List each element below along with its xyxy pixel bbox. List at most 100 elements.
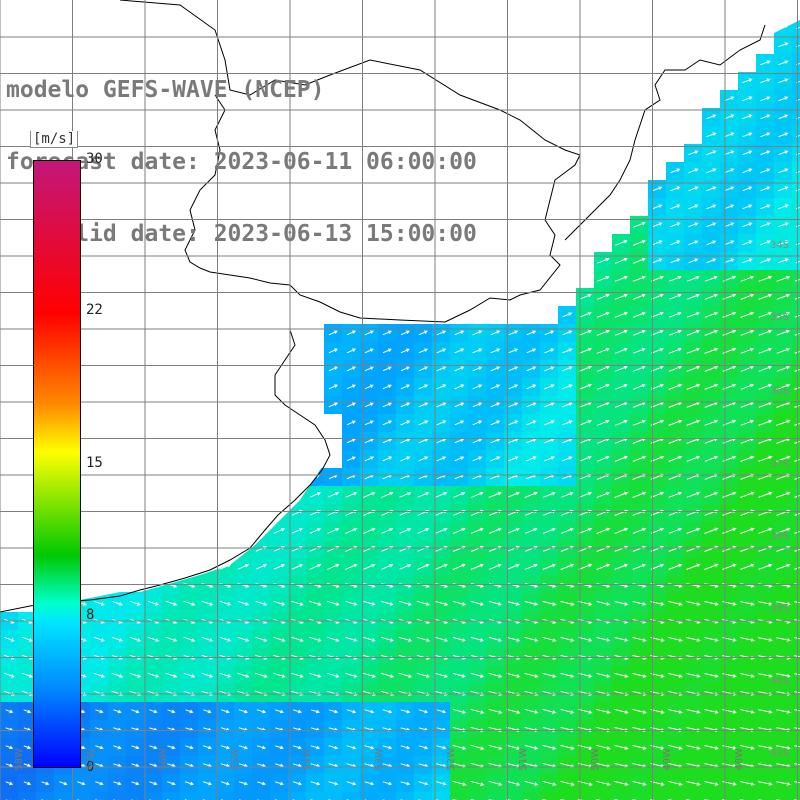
wind-arrow [23, 763, 32, 768]
wind-arrow [129, 636, 142, 642]
wind-arrow [309, 492, 321, 498]
wind-arrow [740, 781, 755, 786]
wind-arrow [452, 744, 467, 750]
wind-arrow [363, 636, 376, 642]
wind-arrow [561, 491, 574, 498]
wind-arrow [346, 420, 356, 426]
wind-arrow [452, 563, 466, 570]
wind-arrow [327, 527, 340, 534]
wind-arrow [77, 781, 86, 786]
wind-arrow [686, 419, 701, 426]
wind-arrow [776, 311, 791, 318]
wind-arrow [760, 114, 771, 120]
wind-arrow [364, 402, 374, 408]
wind-arrow [579, 419, 592, 426]
wind-arrow [776, 383, 791, 390]
wind-arrow [381, 527, 394, 534]
lon-label-48w: 48W [734, 748, 745, 771]
wind-arrow [328, 366, 339, 372]
wind-arrow [454, 420, 465, 426]
wind-arrow [562, 330, 573, 336]
wind-arrow [776, 491, 791, 498]
wind-arrow [490, 384, 501, 390]
wind-arrow [382, 456, 393, 462]
wind-arrow [93, 600, 105, 606]
wind-arrow [614, 527, 629, 534]
wind-arrow [740, 527, 755, 534]
wind-arrow [346, 745, 357, 750]
wind-arrow [436, 709, 447, 714]
wind-cell [666, 792, 684, 800]
lon-label-52w: 52W [446, 748, 457, 771]
wind-arrow [544, 330, 555, 336]
wind-arrow [687, 275, 700, 282]
wind-arrow [165, 672, 178, 678]
wind-arrow [651, 347, 664, 354]
wind-arrow [688, 186, 699, 192]
wind-arrow [291, 563, 304, 570]
wind-arrow [578, 636, 593, 642]
wind-arrow [131, 781, 140, 786]
wind-arrow [524, 780, 539, 786]
wind-arrow [632, 239, 646, 246]
wind-arrow [722, 709, 737, 714]
wind-arrow [794, 709, 800, 712]
wind-arrow [470, 780, 485, 786]
wind-arrow [472, 402, 483, 408]
wind-arrow [364, 709, 375, 714]
wind-cell [612, 792, 630, 800]
wind-arrow [596, 672, 611, 678]
wind-arrow [165, 636, 178, 642]
wind-arrow [794, 673, 800, 676]
wind-arrow [578, 347, 592, 354]
wind-arrow [704, 347, 719, 354]
wind-arrow [560, 527, 574, 534]
wind-arrow [652, 186, 663, 192]
wind-arrow [436, 456, 447, 462]
wind-arrow [490, 456, 501, 462]
lat-label-36s: 36S [770, 386, 790, 397]
wind-cell [522, 792, 540, 800]
wind-arrow [95, 745, 104, 750]
wind-arrow [111, 672, 124, 678]
wind-arrow [327, 636, 340, 642]
wind-arrow [399, 563, 412, 570]
lat-label-35s: 35S [770, 312, 790, 323]
wind-cell [792, 504, 800, 522]
wind-arrow [742, 240, 753, 246]
wind-arrow [382, 781, 393, 786]
wind-arrow [560, 600, 575, 606]
wind-arrow [668, 780, 683, 786]
wind-arrow [400, 709, 411, 714]
wind-arrow [704, 745, 719, 750]
wind-arrow [436, 330, 447, 336]
wind-arrow [400, 348, 410, 354]
wind-arrow [524, 672, 539, 678]
wind-arrow [256, 781, 266, 786]
wind-arrow [759, 258, 771, 264]
wind-arrow [578, 329, 592, 336]
wind-arrow [796, 98, 800, 102]
wind-arrow [686, 673, 701, 678]
wind-arrow [686, 329, 700, 336]
wind-arrow [4, 636, 15, 642]
wind-arrow [345, 672, 358, 678]
wind-arrow [470, 708, 485, 714]
wind-arrow [508, 420, 519, 426]
wind-arrow [704, 365, 719, 372]
wind-cell [774, 792, 792, 800]
wind-arrow [506, 672, 521, 678]
wind-arrow [688, 168, 699, 174]
wind-arrow [742, 258, 753, 264]
wind-arrow [362, 672, 377, 678]
wind-arrow [794, 745, 800, 748]
wind-arrow [273, 528, 285, 534]
wind-arrow [778, 42, 789, 48]
wind-arrow [291, 600, 304, 606]
wind-arrow [472, 366, 483, 372]
wind-arrow [129, 672, 142, 678]
wind-arrow [560, 563, 575, 570]
wind-arrow [129, 600, 141, 606]
wind-arrow [418, 709, 429, 714]
wind-arrow [490, 402, 501, 408]
